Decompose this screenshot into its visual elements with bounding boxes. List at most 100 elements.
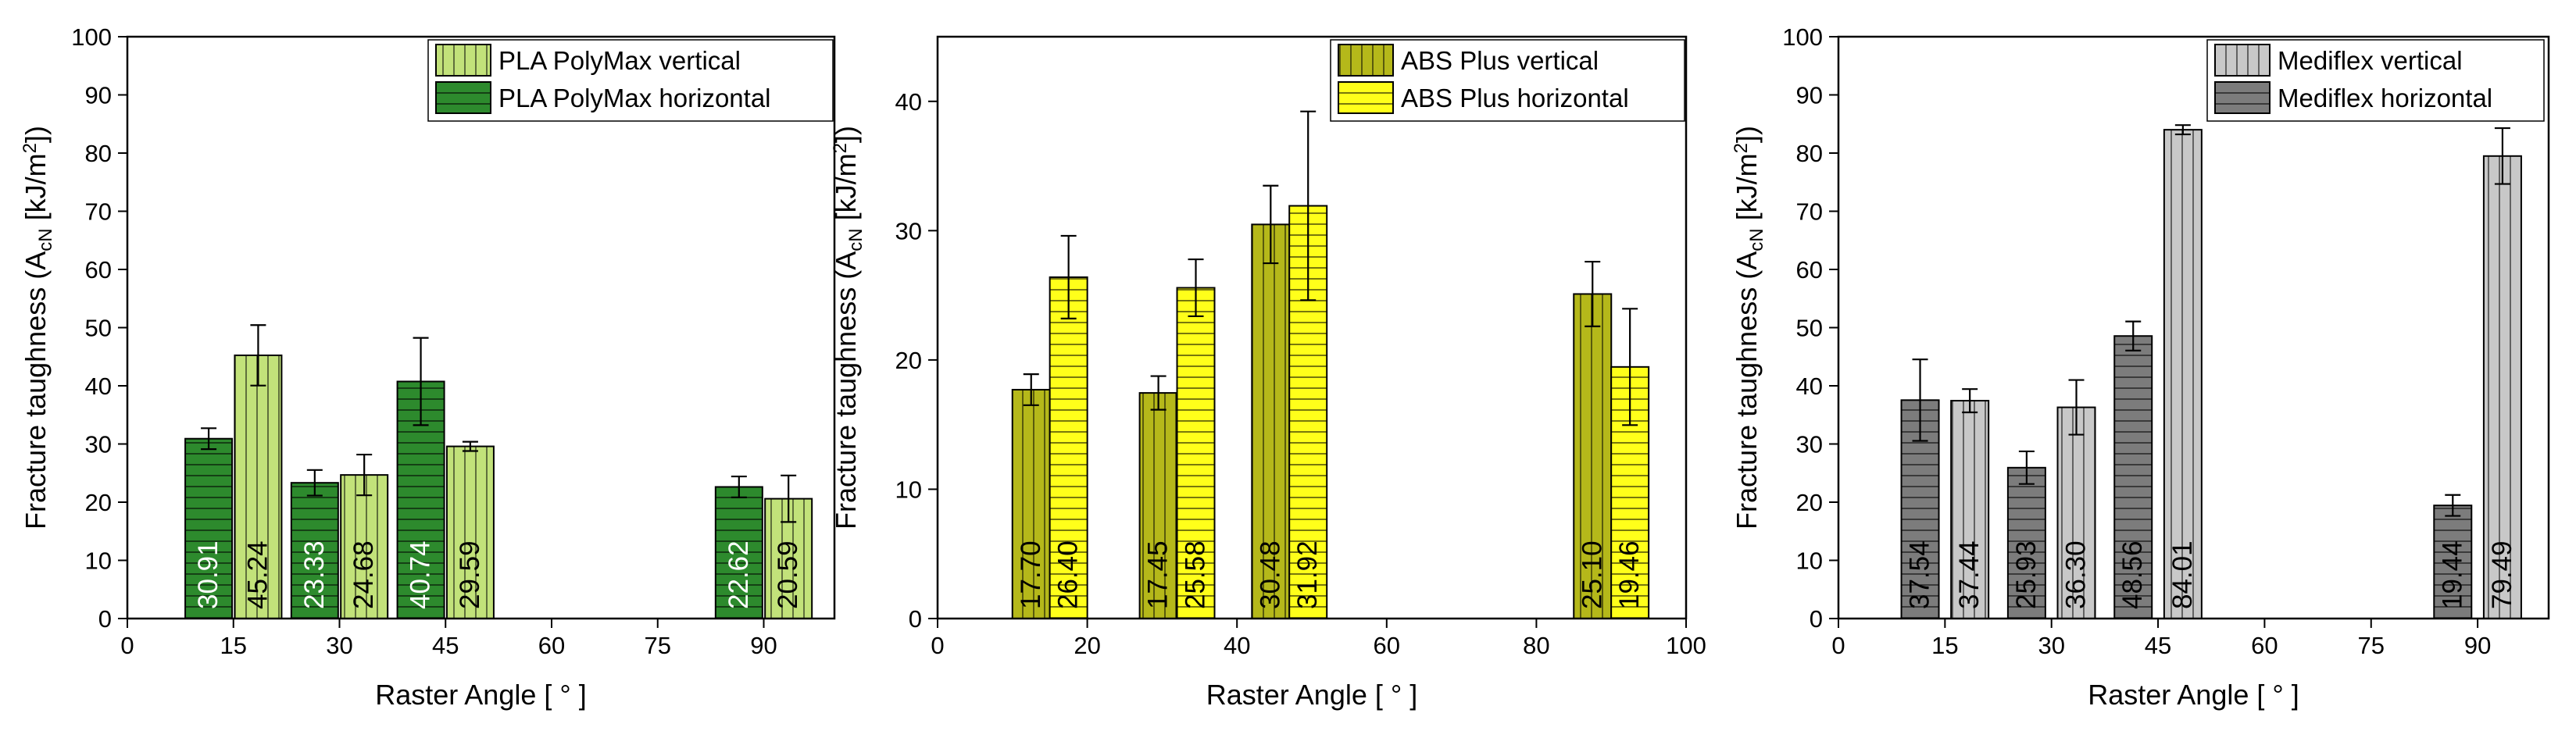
data-label: 48.56 bbox=[2117, 540, 2148, 609]
y-tick-label: 100 bbox=[71, 23, 112, 51]
legend-swatch bbox=[435, 81, 491, 114]
y-tick-label: 70 bbox=[85, 198, 112, 226]
y-axis-title: Fracture taughness (AcN [kJ/m2]) bbox=[20, 126, 56, 530]
legend-label: PLA PolyMax vertical bbox=[498, 46, 741, 75]
y-tick-label: 0 bbox=[909, 605, 922, 633]
y-tick-label: 50 bbox=[1796, 315, 1823, 342]
legend-swatch bbox=[1338, 44, 1394, 77]
y-tick-label: 60 bbox=[85, 256, 112, 283]
data-label: 22.62 bbox=[723, 540, 754, 609]
y-tick-label: 30 bbox=[895, 217, 922, 244]
x-tick-label: 45 bbox=[432, 632, 459, 659]
bar bbox=[1049, 276, 1088, 619]
x-tick-label: 20 bbox=[1074, 632, 1100, 659]
y-tick-label: 10 bbox=[85, 547, 112, 575]
legend-swatch bbox=[2214, 44, 2271, 77]
data-label: 25.10 bbox=[1577, 540, 1607, 609]
x-tick-label: 60 bbox=[538, 632, 565, 659]
y-tick-label: 40 bbox=[1796, 373, 1823, 400]
x-tick-label: 0 bbox=[931, 632, 944, 659]
y-axis-title: Fracture taughness (AcN [kJ/m2]) bbox=[1731, 126, 1767, 530]
chart-panel-1: 30.91 23.33 40.74 22.62 45.24 24.68 29.59 20.59… bbox=[20, 23, 836, 711]
y-tick-label: 60 bbox=[1796, 256, 1823, 283]
legend-swatch bbox=[1338, 81, 1394, 114]
y-tick-label: 20 bbox=[85, 489, 112, 516]
x-tick-label: 0 bbox=[120, 632, 134, 659]
data-label: 79.49 bbox=[2487, 540, 2517, 609]
x-tick-label: 30 bbox=[326, 632, 352, 659]
bar bbox=[1011, 388, 1051, 619]
y-tick-label: 20 bbox=[895, 347, 922, 374]
x-tick-label: 60 bbox=[1374, 632, 1400, 659]
x-tick-label: 60 bbox=[2251, 632, 2278, 659]
data-label: 25.93 bbox=[2011, 540, 2042, 609]
legend-label: ABS Plus horizontal bbox=[1401, 84, 1629, 112]
x-tick-label: 90 bbox=[750, 632, 777, 659]
data-label: 20.59 bbox=[773, 540, 803, 609]
bar bbox=[445, 445, 495, 619]
data-label: 31.92 bbox=[1292, 540, 1323, 609]
data-label: 25.58 bbox=[1181, 540, 1211, 609]
data-label: 24.68 bbox=[348, 540, 379, 609]
x-tick-label: 45 bbox=[2145, 632, 2171, 659]
x-tick-label: 30 bbox=[2038, 632, 2064, 659]
y-tick-label: 0 bbox=[1810, 605, 1823, 633]
data-label: 40.74 bbox=[406, 540, 436, 609]
bar bbox=[184, 437, 234, 620]
data-label: 17.70 bbox=[1016, 540, 1046, 609]
legend-box bbox=[427, 39, 834, 122]
y-tick-label: 90 bbox=[85, 82, 112, 109]
x-axis-title: Raster Angle [ ° ] bbox=[2088, 679, 2299, 711]
legend-swatch bbox=[2214, 81, 2271, 114]
data-label: 30.91 bbox=[193, 540, 223, 609]
chart-panel-2: 17.70 17.45 30.48 25.10 26.40 25.58 31.92 19.46… bbox=[830, 35, 1706, 711]
y-tick-label: 40 bbox=[85, 373, 112, 400]
data-label: 23.33 bbox=[299, 540, 330, 609]
y-axis-title: Fracture taughness (AcN [kJ/m2]) bbox=[830, 126, 866, 530]
chart-panel-3: 37.54 25.93 48.56 19.44 37.44 36.30 84.01 79.49… bbox=[1731, 23, 2550, 711]
y-tick-label: 80 bbox=[1796, 140, 1823, 167]
data-label: 26.40 bbox=[1053, 540, 1084, 609]
y-tick-label: 10 bbox=[895, 476, 922, 503]
x-tick-label: 40 bbox=[1224, 632, 1250, 659]
bar bbox=[2163, 129, 2203, 620]
data-label: 37.54 bbox=[1905, 540, 1935, 609]
bar bbox=[2056, 406, 2096, 619]
legend: ABS Plus vertical ABS Plus horizontal bbox=[1330, 39, 1685, 122]
bar bbox=[2433, 505, 2473, 619]
y-tick-label: 20 bbox=[1796, 489, 1823, 516]
data-label: 84.01 bbox=[2167, 540, 2198, 609]
x-tick-label: 15 bbox=[1931, 632, 1958, 659]
x-tick-label: 100 bbox=[1666, 632, 1706, 659]
y-tick-label: 10 bbox=[1796, 547, 1823, 575]
y-tick-label: 30 bbox=[1796, 431, 1823, 458]
legend-label: Mediflex vertical bbox=[2278, 46, 2463, 75]
legend: PLA PolyMax vertical PLA PolyMax horizont… bbox=[427, 39, 834, 122]
bar bbox=[2113, 335, 2153, 619]
legend-swatch bbox=[435, 44, 491, 77]
y-tick-label: 70 bbox=[1796, 198, 1823, 226]
x-tick-label: 80 bbox=[1523, 632, 1549, 659]
y-tick-label: 90 bbox=[1796, 82, 1823, 109]
data-label: 45.24 bbox=[242, 540, 273, 609]
data-label: 30.48 bbox=[1255, 540, 1285, 609]
legend-label: PLA PolyMax horizontal bbox=[498, 84, 771, 112]
data-label: 37.44 bbox=[1954, 540, 1985, 609]
y-tick-label: 100 bbox=[1782, 23, 1823, 51]
x-tick-label: 90 bbox=[2464, 632, 2491, 659]
x-tick-label: 15 bbox=[220, 632, 247, 659]
legend-label: ABS Plus vertical bbox=[1401, 46, 1599, 75]
data-label: 29.59 bbox=[455, 540, 485, 609]
plot-frame bbox=[936, 35, 1688, 620]
data-label: 19.46 bbox=[1614, 540, 1645, 609]
legend-label: Mediflex horizontal bbox=[2278, 84, 2492, 112]
data-label: 19.44 bbox=[2437, 540, 2467, 609]
x-axis-title: Raster Angle [ ° ] bbox=[1206, 679, 1418, 711]
data-label: 36.30 bbox=[2061, 540, 2092, 609]
x-axis-title: Raster Angle [ ° ] bbox=[375, 679, 587, 711]
legend: Mediflex vertical Mediflex horizontal bbox=[2206, 39, 2545, 122]
x-tick-label: 0 bbox=[1831, 632, 1845, 659]
y-tick-label: 0 bbox=[98, 605, 112, 633]
